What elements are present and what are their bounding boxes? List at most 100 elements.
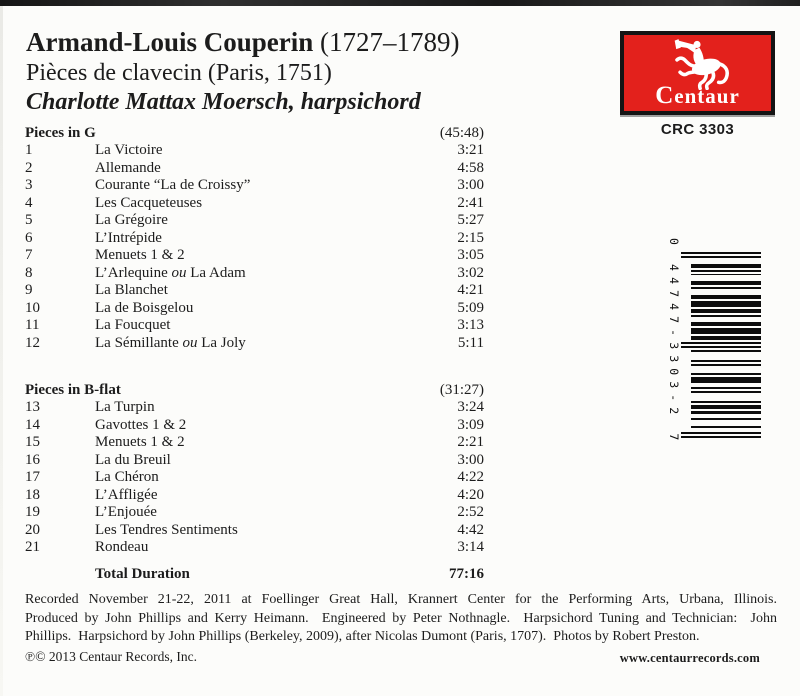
track-time: 2:21 — [457, 434, 484, 450]
track-time: 3:00 — [457, 451, 484, 468]
track-number: 21 — [25, 539, 40, 555]
track-time: 3:24 — [457, 399, 484, 415]
track-row: 1 La Victoire 3:21 — [25, 142, 484, 160]
barcode-bar — [691, 300, 761, 307]
label-name: Centaur — [655, 82, 740, 109]
performer-credit: Charlotte Mattax Moersch, harpsichord — [26, 89, 421, 115]
track-number: 19 — [25, 504, 40, 520]
label-website: www.centaurrecords.com — [619, 651, 760, 665]
barcode-bar — [691, 426, 761, 429]
track-time: 3:05 — [457, 247, 484, 263]
track-title: L’Arlequine ou La Adam — [95, 264, 246, 281]
track-number: 4 — [25, 194, 33, 211]
section-header: Pieces in G (45:48) — [25, 124, 484, 142]
track-row: 5 La Grégoire 5:27 — [25, 212, 484, 230]
barcode-bar — [691, 377, 761, 384]
track-title: La Grégoire — [95, 212, 168, 228]
work-title: Pièces de clavecin (Paris, 1751) — [26, 60, 332, 86]
track-number: 13 — [25, 399, 40, 415]
barcode-bar — [691, 281, 761, 286]
scan-edge-left — [0, 6, 3, 696]
track-time: 4:42 — [457, 521, 484, 538]
track-row: 6 L’Intrépide 2:15 — [25, 230, 484, 248]
barcode-digits: 0 44747-3303-2 7 — [667, 238, 681, 447]
track-time: 2:52 — [457, 504, 484, 520]
track-time: 5:11 — [457, 334, 484, 351]
barcode-bar — [681, 345, 761, 348]
barcode-bar — [691, 359, 761, 362]
track-row: 12 La Sémillante ou La Joly 5:11 — [25, 335, 484, 353]
track-number: 17 — [25, 469, 40, 485]
track-row: 9 La Blanchet 4:21 — [25, 282, 484, 300]
barcode-bar — [691, 308, 761, 313]
track-row: 14 Gavottes 1 & 2 3:09 — [25, 417, 484, 435]
track-number: 6 — [25, 229, 33, 246]
track-title: Menuets 1 & 2 — [95, 247, 185, 263]
track-title: Allemande — [95, 159, 161, 176]
track-title: Les Cacqueteuses — [95, 194, 203, 211]
track-number: 9 — [25, 282, 33, 298]
barcode-bar — [691, 287, 761, 290]
barcode-bar — [681, 432, 761, 435]
track-row: 13 La Turpin 3:24 — [25, 399, 484, 417]
track-number: 2 — [25, 159, 33, 176]
barcode-bar — [691, 273, 761, 276]
composer-dates: (1727–1789) — [313, 27, 460, 57]
track-title: La du Breuil — [95, 451, 171, 468]
barcode-bar — [681, 436, 761, 438]
track-title: La Turpin — [95, 399, 155, 415]
barcode-bar — [691, 336, 761, 341]
track-title: Courante “La de Croissy” — [95, 177, 251, 193]
composer-name: Armand-Louis Couperin — [26, 27, 314, 57]
barcode-bar — [681, 252, 761, 254]
credit-line: Produced by John Phillips and Kerry Heim… — [25, 610, 777, 626]
track-title: Gavottes 1 & 2 — [95, 416, 187, 433]
barcode-bar — [691, 322, 761, 327]
barcode-bar — [691, 404, 761, 409]
scan-edge-band — [0, 0, 800, 6]
track-number: 16 — [25, 451, 40, 468]
track-row: 18 L’Affligée 4:20 — [25, 487, 484, 505]
track-row: 19 L’Enjouée 2:52 — [25, 504, 484, 522]
track-number: 14 — [25, 416, 40, 433]
barcode-bar — [691, 314, 761, 317]
barcode-bar — [691, 410, 761, 415]
total-duration-row: Total Duration 77:16 — [25, 565, 484, 583]
track-time: 3:13 — [457, 317, 484, 333]
track-row: 17 La Chéron 4:22 — [25, 469, 484, 487]
track-number: 1 — [25, 142, 33, 158]
track-time: 4:58 — [457, 159, 484, 176]
centaur-records-logo: Centaur — [620, 31, 775, 115]
track-time: 5:09 — [457, 299, 484, 316]
track-title: La Chéron — [95, 469, 159, 485]
catalog-number: CRC 3303 — [660, 121, 735, 138]
track-time: 3:02 — [457, 264, 484, 281]
track-title: La de Boisgelou — [95, 299, 194, 316]
track-title: L’Enjouée — [95, 504, 157, 520]
composer-line: Armand-Louis Couperin (1727–1789) — [26, 26, 460, 58]
track-row: 11 La Foucquet 3:13 — [25, 317, 484, 335]
track-time: 2:41 — [457, 194, 484, 211]
album-header: Armand-Louis Couperin (1727–1789) Pièces… — [26, 26, 460, 117]
track-row: 2 Allemande 4:58 — [25, 160, 484, 178]
barcode-bar — [681, 342, 761, 344]
section-header: Pieces in B-flat (31:27) — [25, 381, 484, 399]
barcode-bar — [691, 400, 761, 403]
barcode-bar — [691, 328, 761, 335]
track-number: 15 — [25, 434, 40, 450]
track-row: 3 Courante “La de Croissy” 3:00 — [25, 177, 484, 195]
barcode-bar — [691, 349, 761, 352]
section-title: Pieces in B-flat — [25, 382, 121, 398]
barcode-bar — [691, 269, 761, 272]
barcode-bar — [691, 418, 761, 421]
track-time: 3:14 — [457, 539, 484, 555]
track-row: 21 Rondeau 3:14 — [25, 539, 484, 557]
track-title: La Sémillante ou La Joly — [95, 334, 246, 351]
barcode-bar — [691, 391, 761, 393]
track-time: 2:15 — [457, 229, 484, 246]
track-row: 8 L’Arlequine ou La Adam 3:02 — [25, 265, 484, 283]
track-number: 18 — [25, 486, 40, 503]
credit-line: Phillips. Harpsichord by John Phillips (… — [25, 629, 700, 645]
track-number: 10 — [25, 299, 40, 316]
